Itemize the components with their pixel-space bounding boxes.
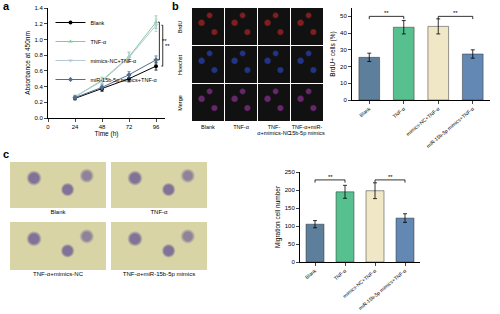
svg-text:miR-15b-5p mimics+TNF-α: miR-15b-5p mimics+TNF-α [357, 268, 407, 311]
svg-text:**: ** [328, 174, 333, 180]
svg-text:1.2: 1.2 [34, 21, 43, 27]
svg-text:96: 96 [153, 124, 160, 130]
html-text:BrdU: BrdU [177, 20, 183, 33]
svg-text:50: 50 [288, 241, 295, 247]
svg-text:TNF-α: TNF-α [332, 268, 347, 282]
svg-text:150: 150 [285, 205, 296, 211]
svg-text:**: ** [162, 38, 167, 44]
svg-text:**: ** [384, 10, 389, 16]
svg-text:TNF-α: TNF-α [91, 39, 108, 45]
svg-text:TNF-α: TNF-α [391, 106, 406, 120]
svg-text:1.0: 1.0 [34, 37, 43, 43]
svg-text:0.4: 0.4 [34, 84, 43, 90]
html-text:TNF-α+mimics-NC: TNF-α+mimics-NC [257, 124, 291, 136]
svg-text:72: 72 [126, 124, 133, 130]
svg-text:miR-15b-5p mimics+TNF-α: miR-15b-5p mimics+TNF-α [425, 106, 475, 149]
svg-text:200: 200 [285, 187, 296, 193]
html-text:TNF-α: TNF-α [233, 124, 249, 130]
html-text:b: b [172, 0, 179, 12]
svg-text:**: ** [388, 174, 393, 180]
svg-text:10: 10 [340, 80, 347, 86]
svg-text:0: 0 [343, 97, 347, 103]
html-text:TNF-α+mimics-NC: TNF-α+mimics-NC [33, 271, 83, 277]
svg-text:mimics-NC+TNF-α: mimics-NC+TNF-α [341, 268, 377, 299]
svg-text:0: 0 [291, 259, 295, 265]
svg-text:Blank: Blank [304, 267, 318, 280]
svg-text:1.4: 1.4 [34, 5, 43, 11]
svg-text:mimics-NC+TNF-α: mimics-NC+TNF-α [91, 58, 138, 64]
svg-text:0.8: 0.8 [34, 52, 43, 58]
svg-text:**: ** [453, 10, 458, 16]
svg-text:Time (h): Time (h) [95, 130, 119, 138]
svg-text:Migration cell number: Migration cell number [274, 185, 282, 248]
html-text:TNF-α: TNF-α [150, 209, 168, 215]
svg-text:30: 30 [340, 47, 347, 53]
svg-text:Blank: Blank [91, 20, 105, 26]
svg-text:20: 20 [340, 64, 347, 70]
svg-text:48: 48 [99, 124, 106, 130]
svg-text:BrdU+ cells (%): BrdU+ cells (%) [329, 31, 337, 76]
html-text:a: a [3, 0, 10, 12]
html-text:Blank: Blank [201, 124, 215, 130]
svg-text:0.0: 0.0 [34, 115, 43, 121]
svg-text:0.6: 0.6 [34, 68, 43, 74]
html-text:Merge: Merge [177, 94, 183, 111]
svg-text:24: 24 [72, 124, 79, 130]
html-text:c: c [3, 148, 10, 160]
svg-text:0.2: 0.2 [34, 99, 43, 105]
svg-text:**: ** [165, 43, 170, 49]
html-text:TNF-α+miR-15b-5p mimics: TNF-α+miR-15b-5p mimics [122, 271, 196, 277]
svg-text:Absorbance at 450nm: Absorbance at 450nm [24, 31, 31, 95]
html-text:Hoechst: Hoechst [177, 54, 183, 75]
svg-text:mimics-NC+TNF-α: mimics-NC+TNF-α [405, 106, 441, 137]
html-text:TNF-α+miR-15b-5p mimics: TNF-α+miR-15b-5p mimics [289, 124, 325, 136]
svg-text:50: 50 [340, 13, 347, 19]
svg-text:40: 40 [340, 30, 347, 36]
svg-text:Blank: Blank [358, 105, 372, 118]
svg-text:100: 100 [285, 223, 296, 229]
svg-text:miR-15b-5p mimics+TNF-α: miR-15b-5p mimics+TNF-α [91, 77, 158, 83]
svg-text:250: 250 [285, 169, 296, 175]
svg-text:0: 0 [46, 124, 50, 130]
html-text:Blank: Blank [50, 209, 66, 215]
